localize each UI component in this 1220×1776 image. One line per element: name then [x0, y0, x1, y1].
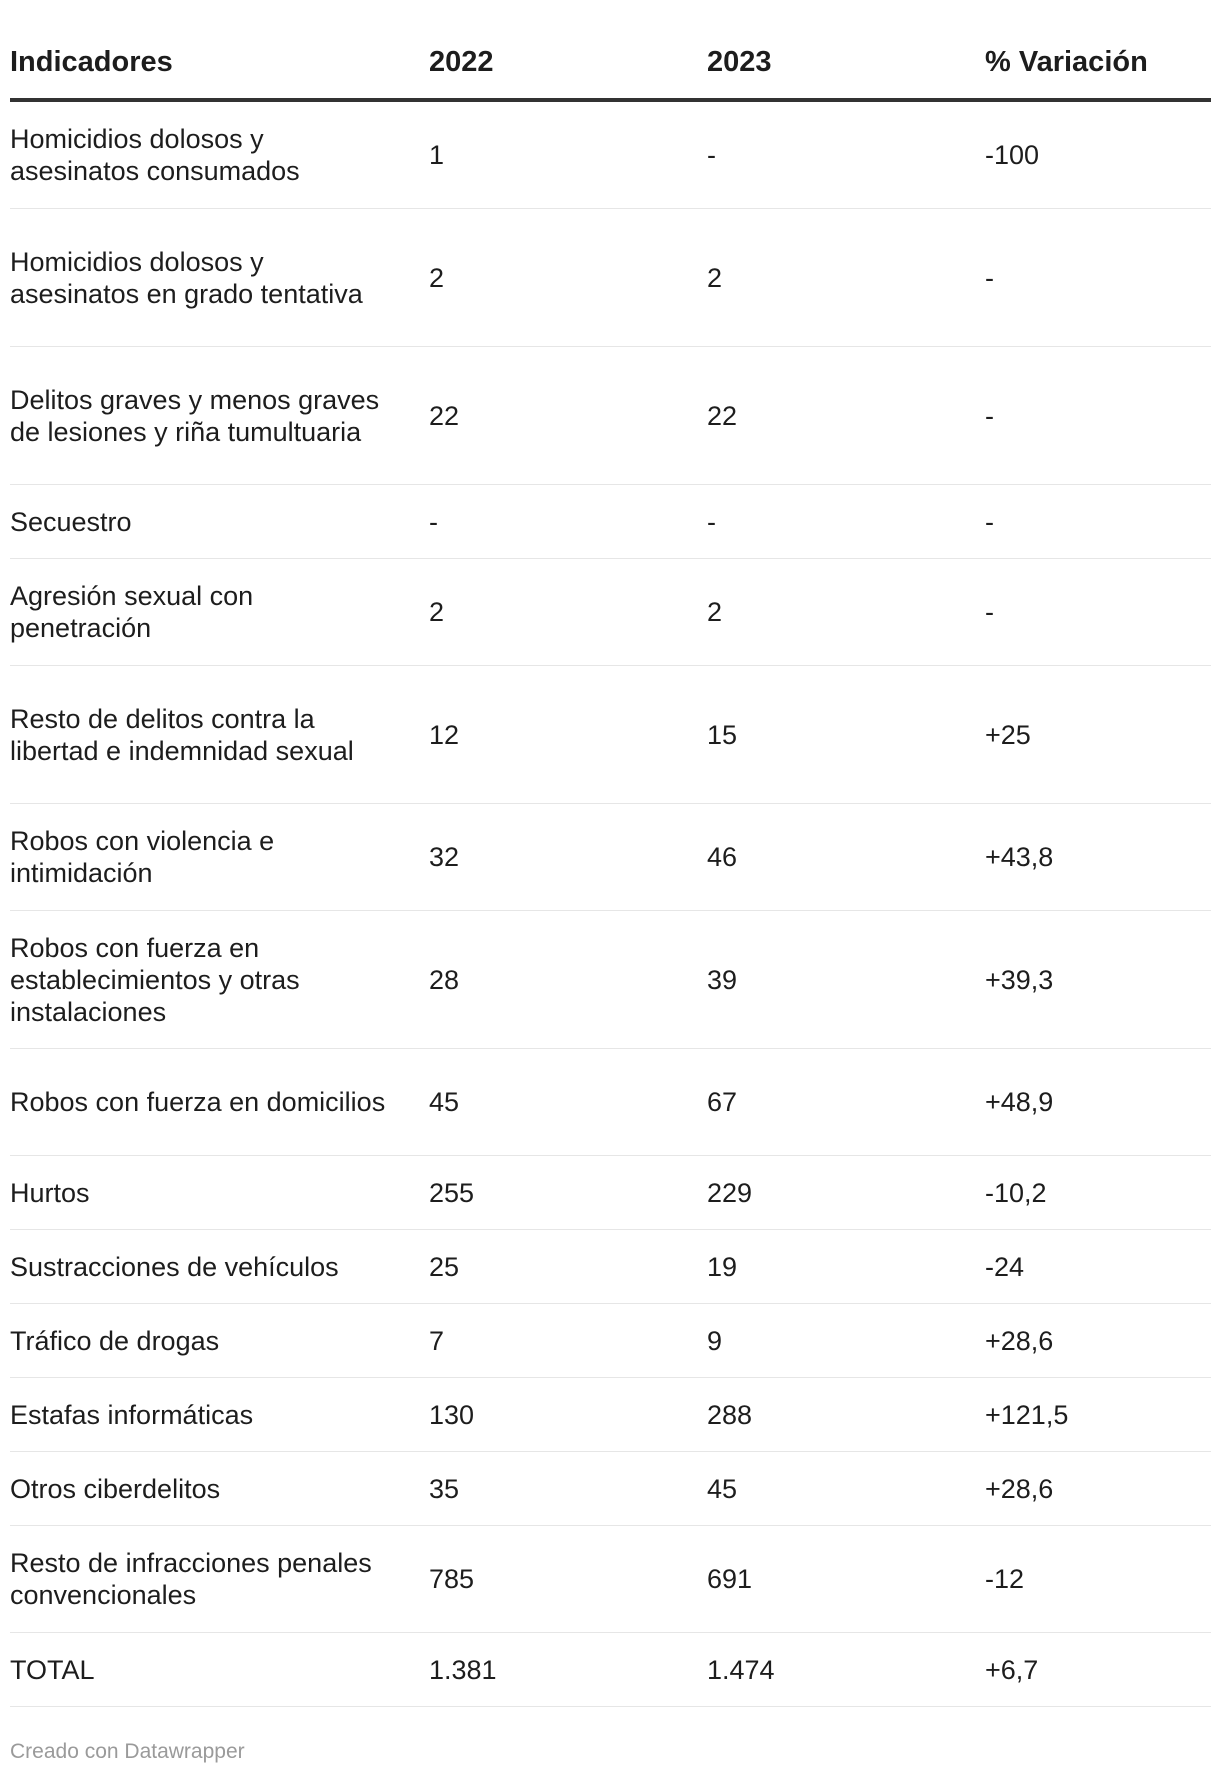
cell-variacion: +121,5	[985, 1377, 1211, 1452]
cell-variacion: +43,8	[985, 803, 1211, 911]
table-header-row: Indicadores 2022 2023 % Variación	[10, 26, 1211, 102]
cell-variacion: +28,6	[985, 1303, 1211, 1378]
cell-2023: 15	[707, 665, 985, 804]
cell-variacion: +25	[985, 665, 1211, 804]
table-row: Agresión sexual con penetración 2 2-	[10, 558, 1211, 666]
footer-credit: Creado con Datawrapper	[10, 1740, 245, 1763]
table-row: Robos con fuerza en establecimientos y o…	[10, 910, 1211, 1049]
cell-2023: -	[707, 484, 985, 559]
table-row: Resto de infracciones penales convencion…	[10, 1525, 1211, 1633]
cell-2023: 46	[707, 803, 985, 911]
cell-variacion: -	[985, 484, 1211, 559]
cell-indicador: Robos con fuerza en establecimientos y o…	[10, 910, 429, 1049]
data-table-container: Indicadores 2022 2023 % Variación Homici…	[10, 26, 1211, 1707]
cell-2022: -	[429, 484, 707, 559]
table-row: Tráfico de drogas 7 9 +28,6	[10, 1303, 1211, 1378]
cell-variacion: +48,9	[985, 1048, 1211, 1156]
cell-indicador: Tráfico de drogas	[10, 1303, 429, 1378]
table-row: Secuestro - - -	[10, 484, 1211, 559]
column-header-variacion: % Variación	[985, 26, 1211, 102]
cell-variacion: +28,6	[985, 1451, 1211, 1526]
cell-2022: 45	[429, 1048, 707, 1156]
cell-indicador: Agresión sexual con penetración	[10, 558, 429, 666]
cell-variacion: -	[985, 346, 1211, 485]
column-header-indicadores: Indicadores	[10, 26, 429, 102]
table-row: Sustracciones de vehículos 25 19 -24	[10, 1229, 1211, 1304]
cell-indicador: TOTAL	[10, 1632, 429, 1707]
cell-2023: 691	[707, 1525, 985, 1633]
cell-2023: 288	[707, 1377, 985, 1452]
table-row: Homicidios dolosos y asesinatos en grado…	[10, 208, 1211, 347]
cell-2022: 2	[429, 208, 707, 347]
table-row: Estafas informáticas 130 288 +121,5	[10, 1377, 1211, 1452]
cell-indicador: Homicidios dolosos y asesinatos en grado…	[10, 208, 429, 347]
cell-2023: 2	[707, 208, 985, 347]
cell-indicador: Secuestro	[10, 484, 429, 559]
table-row: Robos con violencia e intimidación 32 46 +4…	[10, 803, 1211, 911]
cell-2023: -	[707, 100, 985, 209]
table-row: TOTAL 1.381 1.474 +6,7	[10, 1632, 1211, 1707]
cell-indicador: Robos con violencia e intimidación	[10, 803, 429, 911]
cell-variacion: +39,3	[985, 910, 1211, 1049]
cell-variacion: +6,7	[985, 1632, 1211, 1707]
cell-indicador: Resto de infracciones penales convencion…	[10, 1525, 429, 1633]
cell-indicador: Hurtos	[10, 1155, 429, 1230]
cell-2022: 1.381	[429, 1632, 707, 1707]
table-row: Delitos graves y menos graves de lesione…	[10, 346, 1211, 485]
table-body: Homicidios dolosos y asesinatos consumad…	[10, 100, 1211, 1707]
cell-variacion: -24	[985, 1229, 1211, 1304]
cell-indicador: Resto de delitos contra la libertad e in…	[10, 665, 429, 804]
crime-indicators-table: Indicadores 2022 2023 % Variación Homici…	[10, 26, 1211, 1707]
table-row: Homicidios dolosos y asesinatos consumad…	[10, 100, 1211, 209]
cell-2023: 2	[707, 558, 985, 666]
cell-2022: 7	[429, 1303, 707, 1378]
cell-2022: 25	[429, 1229, 707, 1304]
cell-2022: 2	[429, 558, 707, 666]
cell-indicador: Sustracciones de vehículos	[10, 1229, 429, 1304]
cell-2023: 22	[707, 346, 985, 485]
cell-variacion: -12	[985, 1525, 1211, 1633]
table-row: Resto de delitos contra la libertad e in…	[10, 665, 1211, 804]
cell-2023: 39	[707, 910, 985, 1049]
column-header-2023: 2023	[707, 26, 985, 102]
cell-indicador: Robos con fuerza en domicilios	[10, 1048, 429, 1156]
cell-indicador: Estafas informáticas	[10, 1377, 429, 1452]
cell-variacion: -100	[985, 100, 1211, 209]
cell-indicador: Homicidios dolosos y asesinatos consumad…	[10, 100, 429, 209]
cell-2022: 32	[429, 803, 707, 911]
cell-2023: 9	[707, 1303, 985, 1378]
column-header-2022: 2022	[429, 26, 707, 102]
cell-indicador: Delitos graves y menos graves de lesione…	[10, 346, 429, 485]
cell-2022: 28	[429, 910, 707, 1049]
cell-2023: 1.474	[707, 1632, 985, 1707]
cell-indicador: Otros ciberdelitos	[10, 1451, 429, 1526]
table-row: Hurtos 255 229 -10,2	[10, 1155, 1211, 1230]
cell-2022: 12	[429, 665, 707, 804]
cell-2022: 22	[429, 346, 707, 485]
cell-2023: 229	[707, 1155, 985, 1230]
cell-2022: 1	[429, 100, 707, 209]
cell-variacion: -	[985, 208, 1211, 347]
cell-2022: 35	[429, 1451, 707, 1526]
cell-variacion: -10,2	[985, 1155, 1211, 1230]
table-row: Otros ciberdelitos 35 45 +28,6	[10, 1451, 1211, 1526]
cell-2022: 255	[429, 1155, 707, 1230]
cell-2023: 19	[707, 1229, 985, 1304]
cell-variacion: -	[985, 558, 1211, 666]
cell-2023: 45	[707, 1451, 985, 1526]
cell-2022: 785	[429, 1525, 707, 1633]
cell-2022: 130	[429, 1377, 707, 1452]
cell-2023: 67	[707, 1048, 985, 1156]
table-row: Robos con fuerza en domicilios 45 67 +48,9	[10, 1048, 1211, 1156]
